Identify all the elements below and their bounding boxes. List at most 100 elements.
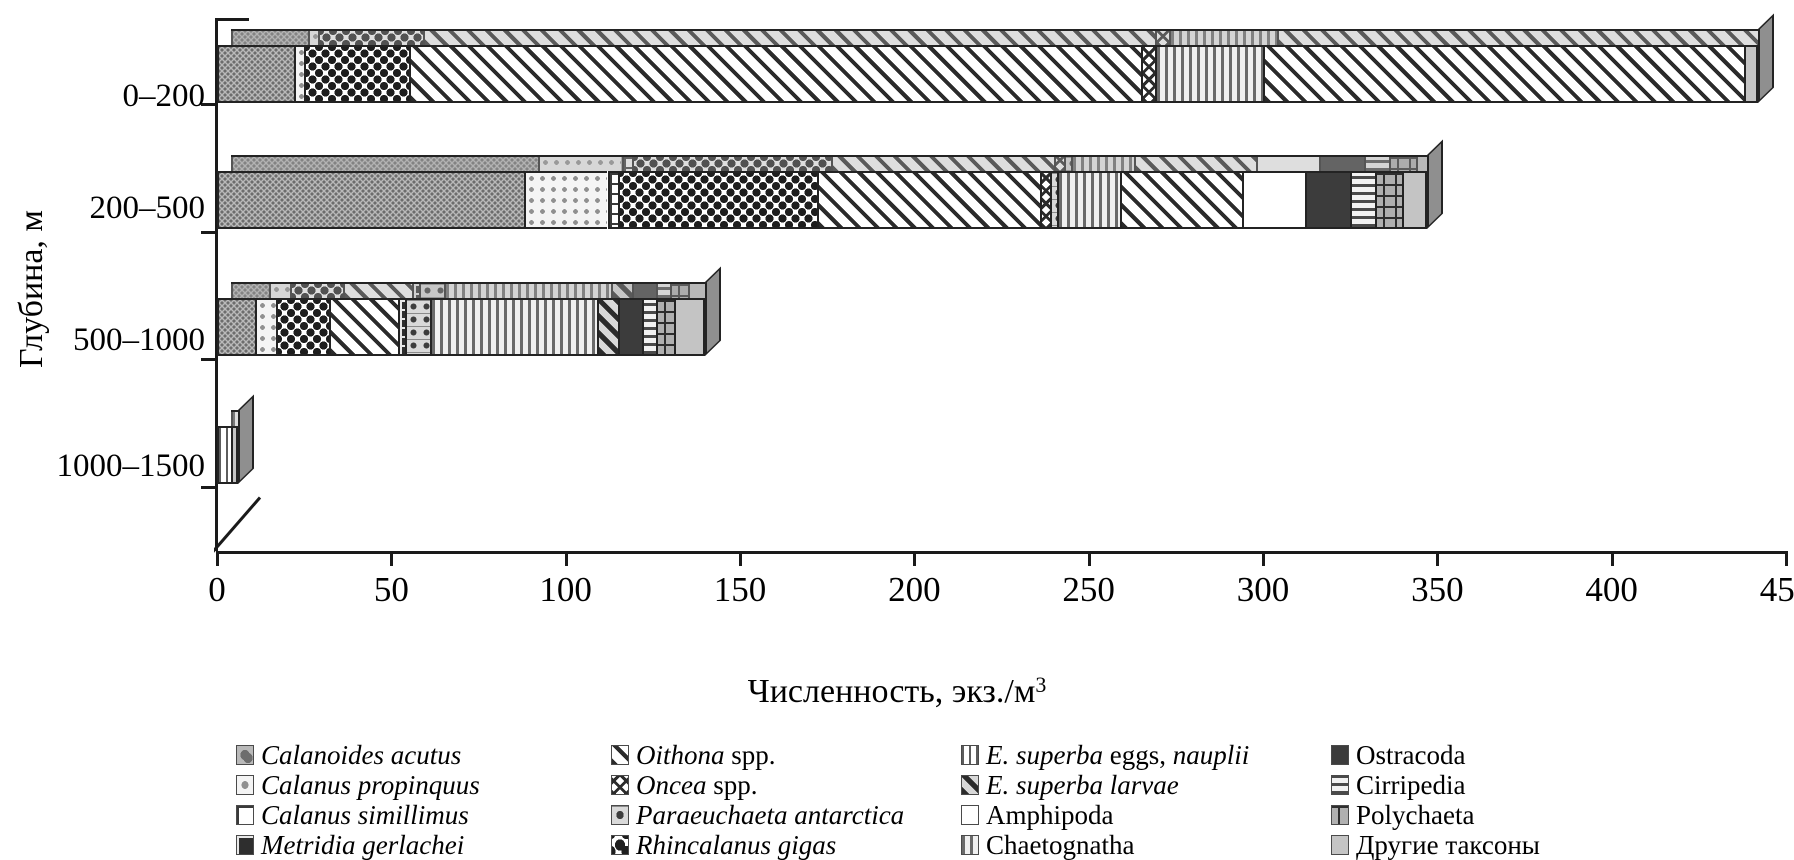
bar-segment-top-10 — [1318, 155, 1365, 171]
x-tick-label-200: 200 — [888, 570, 941, 609]
bar-segment-paraeuchaeta-antarctica — [1050, 171, 1058, 229]
legend-item-e-superba-larvae[interactable]: E. superba larvae — [961, 770, 1331, 800]
legend-item-label: Calanoides acutus — [261, 739, 462, 770]
x-axis-title: Численность, экз./м3 — [0, 672, 1794, 711]
legend-item-rhincalanus-gigas[interactable]: Rhincalanus gigas — [611, 830, 961, 860]
bar-segment-top-8 — [1134, 155, 1257, 171]
bar-segment-top-1 — [307, 29, 319, 45]
x-tick-label-0: 0 — [208, 570, 226, 609]
legend-swatch-icon — [961, 805, 979, 825]
legend-swatch-icon — [611, 745, 629, 765]
bar-segment-rhincalanus-gigas — [304, 45, 409, 103]
bar-segment-calanoides-acutus — [217, 298, 256, 356]
legend-item-metridia-gerlachei[interactable]: Metridia gerlachei — [236, 830, 611, 860]
bar-segment-amphipoda — [1242, 171, 1305, 229]
bar-segment-calanus-simillimus — [607, 171, 618, 229]
legend-swatch-icon — [1331, 835, 1349, 855]
x-tick-label-50: 50 — [373, 570, 409, 609]
bar-segment-oithona-spp- — [816, 171, 1040, 229]
legend-item-label: Rhincalanus gigas — [636, 829, 837, 860]
x-tick-mark-200 — [913, 551, 917, 566]
legend-item-oncea-spp-[interactable]: Oncea spp. — [611, 770, 961, 800]
y-axis-top-cap — [215, 18, 249, 21]
legend-item-amphipoda[interactable]: Amphipoda — [961, 800, 1331, 830]
legend-item-label: Oncea spp. — [636, 769, 758, 800]
y-tick-mark-1 — [201, 231, 217, 234]
legend-swatch-icon — [236, 775, 254, 795]
bar-segment-top-12 — [1388, 155, 1417, 171]
bar-side-cap — [237, 394, 254, 484]
legend-swatch-icon — [611, 835, 629, 855]
legend-item-label: Metridia gerlachei — [261, 829, 465, 860]
bar-side-cap — [705, 266, 722, 356]
bar-segment-top-6 — [443, 282, 612, 298]
bar-segment-calanoides-acutus — [217, 45, 294, 103]
bar-segment-ostracoda — [617, 298, 643, 356]
legend-item-calanoides-acutus[interactable]: Calanoides acutus — [236, 740, 611, 770]
legend-swatch-icon — [236, 805, 254, 825]
bar-side-cap — [1426, 139, 1443, 229]
bar-segment-e-superba-larvae — [597, 298, 618, 356]
legend-swatch-icon — [1331, 775, 1349, 795]
bar-500–1000 — [217, 266, 723, 356]
bar-segment-metridia-gerlachei — [398, 298, 406, 356]
bar-1000–1500 — [217, 394, 256, 484]
bar-segment-другие-таксоны — [230, 426, 238, 484]
bar-segment-top-2 — [290, 282, 343, 298]
bar-0–200 — [217, 13, 1776, 103]
bar-segment-calanus-propinquus — [293, 45, 305, 103]
bar-segment-top-7 — [611, 282, 632, 298]
legend-swatch-icon — [611, 775, 629, 795]
x-tick-label-150: 150 — [713, 570, 767, 609]
x-tick-label-450: 450 — [1759, 570, 1794, 609]
bar-segment-chaetognatha — [429, 298, 598, 356]
legend-item-ostracoda[interactable]: Ostracoda — [1331, 740, 1751, 770]
y-tick-mark-2 — [201, 358, 217, 361]
y-tick-label-200–500: 200–500 — [89, 190, 206, 226]
bar-segment-top-9 — [656, 282, 671, 298]
bar-segment-top-3 — [342, 282, 413, 298]
bar-segment-cirripedia — [642, 298, 657, 356]
bar-segment-top-7 — [1071, 155, 1135, 171]
bar-segment-top-11 — [1364, 155, 1389, 171]
legend-item-calanus-propinquus[interactable]: Calanus propinquus — [236, 770, 611, 800]
bar-segment-oncea-spp- — [1140, 45, 1155, 103]
bar-segment-top-0 — [231, 155, 538, 171]
x-tick-mark-400 — [1610, 551, 1614, 566]
bar-segment-calanus-propinquus — [523, 171, 608, 229]
legend-item-label: Calanus propinquus — [261, 769, 480, 800]
x-axis-line — [217, 551, 1786, 554]
legend-item-label: Cirripedia — [1356, 769, 1466, 800]
y-axis-title: Глубина, м — [13, 210, 50, 368]
legend-swatch-icon — [236, 745, 254, 765]
legend-item-label: Calanus simillimus — [261, 799, 469, 830]
legend-item-polychaeta[interactable]: Polychaeta — [1331, 800, 1751, 830]
legend-swatch-icon — [236, 835, 254, 855]
y-tick-label-0–200: 0–200 — [122, 78, 206, 114]
legend-swatch-icon — [1331, 805, 1349, 825]
legend-item-paraeuchaeta-antarctica[interactable]: Paraeuchaeta antarctica — [611, 800, 961, 830]
bar-segment-rhincalanus-gigas — [617, 171, 817, 229]
x-tick-mark-250 — [1087, 551, 1091, 566]
legend-item-cirripedia[interactable]: Cirripedia — [1331, 770, 1751, 800]
legend-swatch-icon — [961, 835, 979, 855]
bar-segment-top-5 — [1053, 155, 1065, 171]
bar-segment-другие-таксоны — [1402, 171, 1427, 229]
x-tick-mark-300 — [1262, 551, 1265, 566]
bar-segment-top-5 — [1168, 29, 1277, 45]
legend-swatch-icon — [961, 745, 979, 765]
legend-item-другие-таксоны[interactable]: Другие таксоны — [1331, 830, 1751, 860]
legend-item-label: Chaetognatha — [986, 829, 1135, 860]
legend-item-oithona-spp-[interactable]: Oithona spp. — [611, 740, 961, 770]
legend-item-label: E. superba larvae — [986, 769, 1179, 800]
x-tick-mark-50 — [390, 551, 394, 566]
bar-side-cap — [1758, 13, 1775, 103]
legend-item-chaetognatha[interactable]: Chaetognatha — [961, 830, 1331, 860]
legend-item-calanus-simillimus[interactable]: Calanus simillimus — [236, 800, 611, 830]
legend-item-e-superba-eggs-nauplii[interactable]: E. superba eggs, nauplii — [961, 740, 1331, 770]
bar-200–500 — [217, 139, 1445, 229]
y-tick-label-500–1000: 500–1000 — [73, 322, 205, 358]
bar-segment-calanus-propinquus — [255, 298, 277, 356]
bar-segment-top-4 — [1154, 29, 1169, 45]
